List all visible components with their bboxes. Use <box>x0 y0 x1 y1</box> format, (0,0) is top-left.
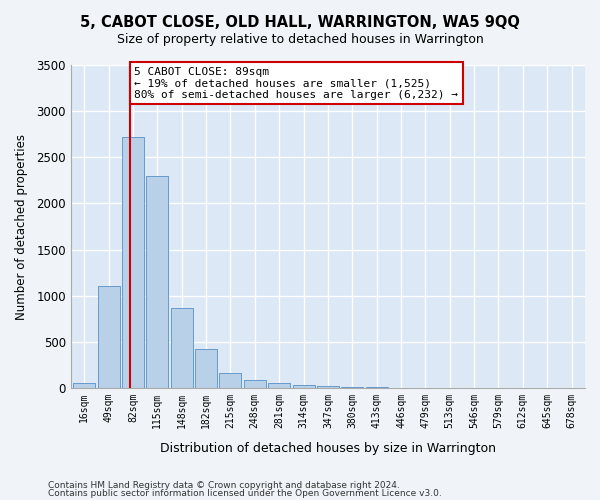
Bar <box>122 137 144 388</box>
Text: Contains public sector information licensed under the Open Government Licence v3: Contains public sector information licen… <box>48 489 442 498</box>
Bar <box>293 385 314 388</box>
Bar <box>244 380 266 388</box>
Bar <box>317 386 339 388</box>
Bar <box>341 387 363 388</box>
Text: Contains HM Land Registry data © Crown copyright and database right 2024.: Contains HM Land Registry data © Crown c… <box>48 480 400 490</box>
Text: 5 CABOT CLOSE: 89sqm
← 19% of detached houses are smaller (1,525)
80% of semi-de: 5 CABOT CLOSE: 89sqm ← 19% of detached h… <box>134 67 458 100</box>
Bar <box>171 308 193 388</box>
X-axis label: Distribution of detached houses by size in Warrington: Distribution of detached houses by size … <box>160 442 496 455</box>
Bar <box>195 349 217 388</box>
Bar <box>268 383 290 388</box>
Bar <box>146 176 168 388</box>
Text: Size of property relative to detached houses in Warrington: Size of property relative to detached ho… <box>116 32 484 46</box>
Bar <box>98 286 119 388</box>
Text: 5, CABOT CLOSE, OLD HALL, WARRINGTON, WA5 9QQ: 5, CABOT CLOSE, OLD HALL, WARRINGTON, WA… <box>80 15 520 30</box>
Bar <box>73 383 95 388</box>
Bar <box>220 373 241 388</box>
Y-axis label: Number of detached properties: Number of detached properties <box>15 134 28 320</box>
